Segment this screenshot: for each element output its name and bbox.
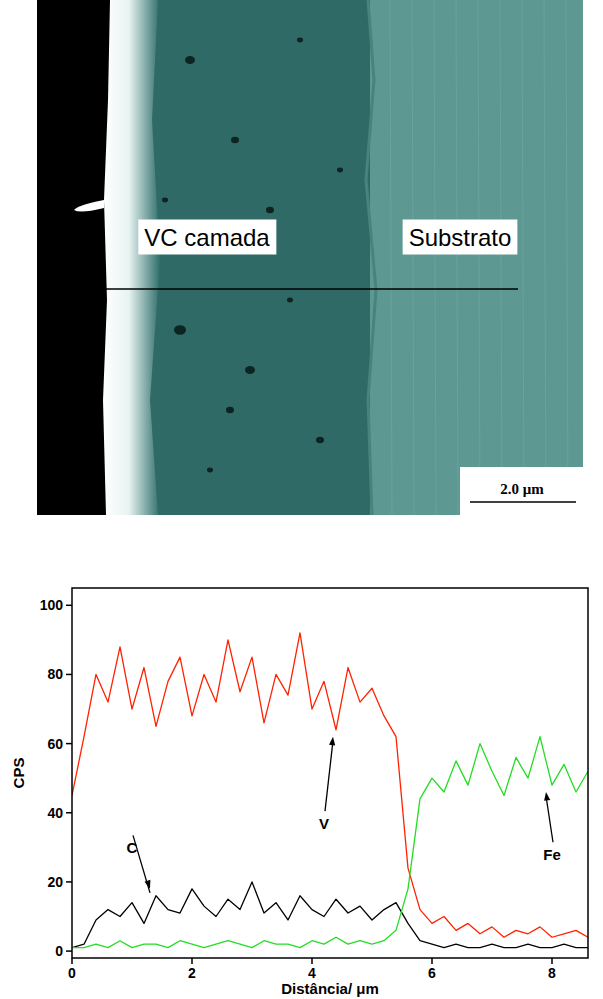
y-tick — [66, 674, 72, 676]
x-axis-title: Distância/ μm — [281, 980, 379, 997]
polish-line — [522, 0, 524, 515]
series-label: Fe — [543, 846, 561, 863]
chart: 02040608010002468Distância/ μmCPSVCFe — [10, 588, 588, 997]
polish-line — [544, 0, 546, 515]
pore — [162, 198, 168, 203]
micrograph: VC camada Substrato 2.0 μm — [37, 0, 583, 515]
scale-bar-label: 2.0 μm — [500, 481, 544, 497]
pore — [266, 207, 274, 213]
x-tick — [431, 958, 433, 964]
polish-line — [500, 0, 502, 515]
y-axis-title: CPS — [10, 758, 27, 789]
arrow-head — [144, 880, 150, 889]
plot-frame — [72, 588, 588, 958]
polish-line — [566, 0, 568, 515]
polish-line — [456, 0, 458, 515]
polish-line — [434, 0, 436, 515]
layer-region — [150, 0, 370, 515]
label-arrow — [325, 741, 333, 811]
y-tick — [66, 605, 72, 607]
x-tick — [551, 958, 553, 964]
image-label: Substrato — [409, 224, 512, 251]
image-label: VC camada — [144, 224, 270, 251]
pore — [297, 38, 303, 43]
scale-bar — [470, 501, 576, 503]
substrate-region — [37, 0, 583, 515]
pore — [226, 407, 234, 413]
pore — [174, 325, 186, 335]
arrow-head — [544, 792, 550, 801]
x-tick — [71, 958, 73, 964]
scan-line — [105, 288, 518, 290]
arrow-head — [329, 737, 335, 746]
pore — [231, 137, 239, 143]
pore — [316, 437, 324, 443]
x-tick-label: 2 — [188, 965, 196, 981]
interface — [366, 0, 376, 515]
series-line — [72, 633, 588, 937]
pore — [185, 56, 195, 64]
label-box — [403, 220, 518, 255]
polish-line — [478, 0, 480, 515]
series-label: V — [319, 815, 329, 832]
x-tick-label: 8 — [548, 965, 556, 981]
y-tick-label: 40 — [47, 805, 63, 821]
label-arrow — [546, 796, 553, 842]
x-tick-label: 4 — [308, 965, 316, 981]
figure: VC camada Substrato 2.0 μm 0 20 40 60 80 100 0 2 4 6… — [0, 0, 603, 999]
page: VC camada Substrato 2.0 μm 0 20 40 60 80 100 0 2 4 6… — [0, 0, 603, 999]
polish-line — [412, 0, 414, 515]
label-arrow — [133, 835, 150, 892]
pore — [207, 468, 213, 473]
x-tick — [191, 958, 193, 964]
x-tick — [311, 958, 313, 964]
y-tick — [66, 950, 72, 952]
polish-line — [390, 0, 392, 515]
y-tick-label: 80 — [47, 666, 63, 682]
pore — [245, 366, 255, 374]
scale-bar-box — [460, 467, 583, 515]
y-tick-label: 60 — [47, 736, 63, 752]
edge-feature — [74, 200, 104, 212]
y-tick — [66, 743, 72, 745]
series-line — [72, 737, 588, 948]
x-tick-label: 0 — [68, 965, 76, 981]
x-tick-label: 6 — [428, 965, 436, 981]
label-box — [138, 220, 276, 255]
pore — [287, 298, 293, 303]
background-dark — [37, 0, 110, 515]
plot-lines — [72, 633, 588, 948]
y-tick-label: 100 — [40, 597, 64, 613]
pore — [337, 168, 343, 173]
y-tick-label: 20 — [47, 874, 63, 890]
y-tick-label: 0 — [55, 943, 63, 959]
y-tick — [66, 812, 72, 814]
bright-edge — [103, 0, 160, 515]
y-tick — [66, 881, 72, 883]
